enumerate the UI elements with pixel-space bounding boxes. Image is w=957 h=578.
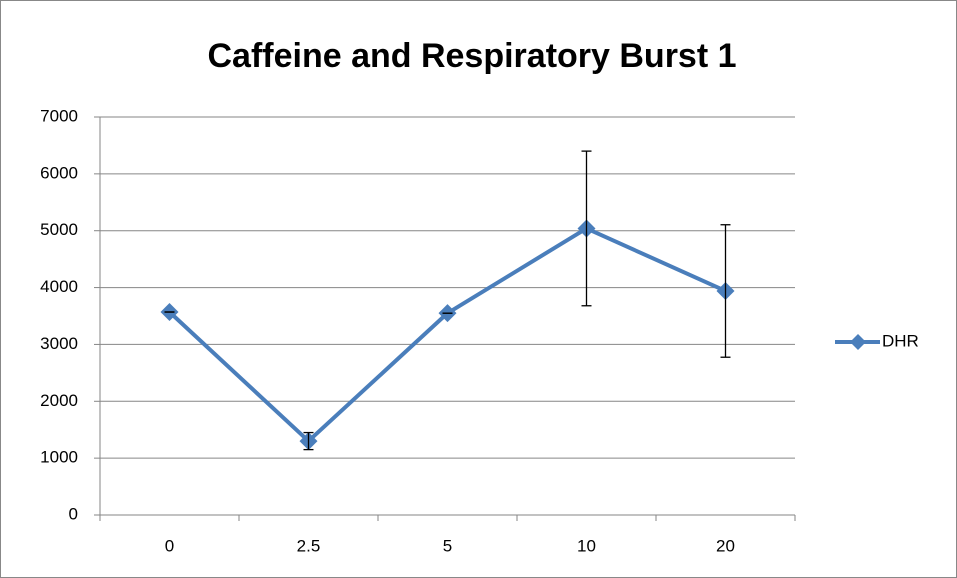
y-tick-label: 0: [69, 504, 78, 523]
y-tick-label: 3000: [40, 334, 78, 353]
y-tick-label: 4000: [40, 277, 78, 296]
x-tick-label: 10: [577, 536, 596, 555]
y-tick-label: 2000: [40, 391, 78, 410]
x-tick-label: 20: [716, 536, 735, 555]
chart-title: Caffeine and Respiratory Burst 1: [207, 37, 736, 75]
y-tick-label: 7000: [40, 106, 78, 125]
x-tick-label: 2.5: [297, 536, 321, 555]
x-tick-label: 0: [165, 536, 174, 555]
y-tick-label: 6000: [40, 163, 78, 182]
legend-marker: [850, 334, 866, 350]
x-tick-label: 5: [443, 536, 452, 555]
legend-label: DHR: [882, 331, 919, 350]
y-tick-label: 5000: [40, 220, 78, 239]
y-tick-label: 1000: [40, 448, 78, 467]
